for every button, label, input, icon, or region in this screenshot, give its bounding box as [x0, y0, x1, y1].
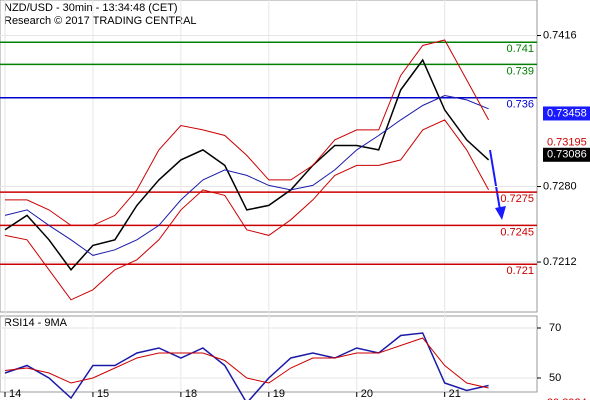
price-tag-label: 0.73086 [547, 149, 587, 161]
level-label: 0.7245 [500, 226, 534, 238]
series-line [4, 337, 489, 389]
series-line [4, 58, 490, 271]
y-tick-label: 0.7416 [543, 29, 577, 41]
x-tick-label: 14 [9, 388, 21, 400]
price-tag-box [543, 147, 590, 162]
x-tick-label: 18 [185, 388, 197, 400]
x-tick-label: 21 [449, 388, 461, 400]
chart-title: NZD/USD - 30min - 13:34:48 (CET) [4, 2, 178, 14]
series-line [4, 332, 489, 400]
level-label: 0.739 [506, 65, 534, 77]
price-tag-bg [543, 135, 590, 150]
price-tag-label: 0.73195 [547, 137, 587, 149]
level-label: 0.721 [506, 265, 534, 277]
x-tick-label: 15 [97, 388, 109, 400]
series-line [4, 119, 490, 301]
arrow-head [495, 206, 506, 220]
x-tick-label: 19 [273, 388, 285, 400]
y-tick-label: 0.7212 [543, 256, 577, 268]
rsi-title: RSI14 - 9MA [4, 317, 68, 329]
series-line [5, 39, 490, 226]
price-tag-label: 0.73458 [547, 107, 587, 119]
level-label: 0.741 [506, 43, 534, 55]
x-tick-label: 20 [361, 388, 373, 400]
series-line [4, 94, 489, 256]
chart-subtitle: Research © 2017 TRADING CENTRAL [4, 15, 197, 27]
level-label: 0.736 [506, 99, 534, 111]
price-tag-label: 39.8924 [547, 397, 587, 400]
price-tag-box [543, 106, 590, 121]
forecast-arrow [489, 149, 501, 211]
y-tick-label: 0.7280 [543, 180, 577, 192]
price-tag-bg [543, 396, 590, 400]
y-tick-label: 50 [549, 372, 561, 384]
level-label: 0.7275 [500, 193, 534, 205]
y-tick-label: 70 [549, 322, 561, 334]
